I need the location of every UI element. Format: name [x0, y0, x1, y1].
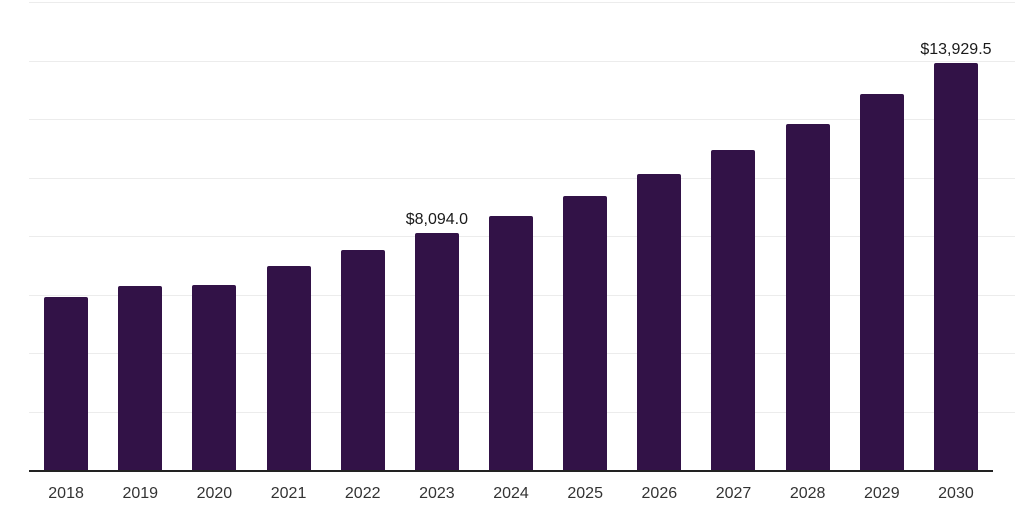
x-axis-label-2021: 2021 — [270, 485, 307, 502]
bar-slot — [103, 2, 177, 470]
x-axis-label-2025: 2025 — [567, 485, 603, 502]
x-axis-label-2019: 2019 — [122, 485, 159, 502]
bar-2027 — [711, 150, 756, 470]
bar-2022 — [340, 249, 385, 470]
bar-slot — [696, 2, 770, 470]
bar-2019 — [118, 286, 163, 470]
x-axis-label-2029: 2029 — [864, 485, 900, 502]
bar-value-label: $13,929.5 — [920, 40, 992, 58]
bar-slot — [845, 2, 919, 470]
bar-2020 — [192, 284, 237, 470]
x-axis-labels: 2018 2019 2020 2021 2022 2023 2024 2025 2026 2027… — [29, 484, 993, 503]
x-axis-label-2023: 2023 — [419, 485, 455, 502]
bar-2025 — [563, 195, 608, 470]
bar-slot — [177, 2, 251, 470]
x-axis-label-2024: 2024 — [493, 485, 529, 502]
bar-2021 — [266, 265, 311, 470]
x-axis-label-2020: 2020 — [196, 485, 233, 502]
bar-2029 — [859, 94, 904, 470]
bar-slot: $13,929.5 — [919, 2, 993, 470]
bar-value-label: $8,094.0 — [405, 211, 468, 229]
bar-slot — [622, 2, 696, 470]
bar-2023: $8,094.0 — [406, 212, 468, 470]
x-axis-line — [29, 470, 993, 472]
bar-slot — [251, 2, 325, 470]
x-axis-label-2026: 2026 — [641, 485, 678, 502]
bar-slot — [474, 2, 548, 470]
bar-2018 — [44, 297, 89, 470]
bar-slot — [29, 2, 103, 470]
bar-slot — [548, 2, 622, 470]
x-axis-label-2018: 2018 — [48, 485, 84, 502]
x-axis-label-2027: 2027 — [715, 485, 752, 502]
x-axis-label-2028: 2028 — [789, 485, 826, 502]
plot-area: $8,094.0 $13,929.5 — [29, 2, 993, 470]
x-axis-label-2030: 2030 — [938, 485, 974, 502]
bar-slot: $8,094.0 — [400, 2, 474, 470]
bar-slot — [326, 2, 400, 470]
bar-2024 — [489, 215, 534, 470]
x-axis-label-2022: 2022 — [344, 485, 381, 502]
bar-2030: $13,929.5 — [920, 41, 992, 470]
bar-2026 — [637, 174, 682, 470]
bar-slot — [771, 2, 845, 470]
bar-2028 — [785, 124, 830, 470]
